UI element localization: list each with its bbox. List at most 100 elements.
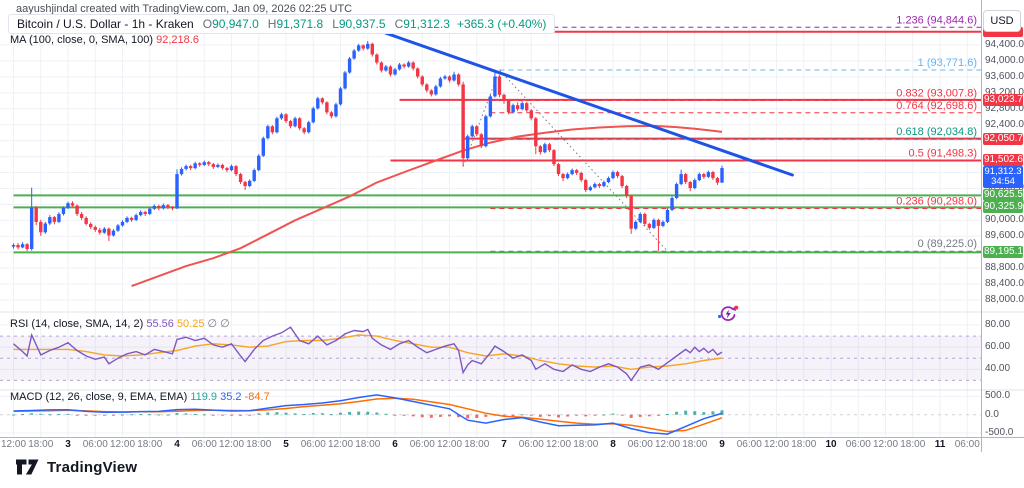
fib-level-label: 0.764 (92,698.6)	[896, 100, 977, 112]
macd-line[interactable]	[13, 394, 723, 435]
symbol-legend[interactable]: Bitcoin / U.S. Dollar - 1h - Kraken O90,…	[8, 14, 556, 34]
macd-histogram-bar	[166, 414, 170, 416]
rsi-line[interactable]	[13, 326, 723, 382]
macd-histogram-bar	[39, 413, 43, 415]
candle-body	[57, 213, 61, 222]
candle-body	[275, 118, 279, 133]
macd-histogram-bar	[375, 412, 379, 415]
price-tick: 94,400.0	[985, 39, 1024, 50]
candle-body	[661, 221, 665, 226]
price-tick: 92,800.0	[985, 102, 1024, 114]
candle-body	[470, 126, 474, 137]
candle-body	[143, 211, 147, 214]
candle-body	[252, 170, 256, 181]
candle-body	[615, 172, 620, 177]
time-tick-label: 18:00	[791, 439, 817, 450]
macd-histogram-bar	[448, 414, 452, 417]
bar-countdown: 34:54	[991, 176, 1015, 188]
candle-body	[284, 114, 288, 122]
macd-histogram-bar	[666, 413, 670, 415]
candle-body	[202, 162, 206, 165]
macd-histogram-bar	[638, 414, 642, 417]
candle-body	[506, 100, 511, 113]
macd-histogram-bar	[193, 413, 197, 415]
macd-histogram-bar	[420, 414, 424, 418]
candle-body	[574, 170, 579, 173]
candle-body	[152, 205, 156, 209]
macd-histogram-bar	[547, 414, 551, 417]
candle-body	[70, 203, 75, 206]
chart-canvas[interactable]: 1.236 (94,844.6) 1 (93,771.6) 0.832 (93,00…	[0, 0, 1024, 452]
candle-body	[388, 66, 393, 75]
candle-body	[257, 155, 261, 171]
candle-body	[393, 69, 397, 75]
time-tick-label: 18:00	[246, 439, 272, 450]
price-line-label[interactable]: 90,625.5	[983, 189, 1023, 202]
price-tick: 88,400.0	[985, 278, 1024, 290]
price-axis[interactable]: USD 94,400.0 94,000.0 93,600.0 93,200.0 92,8…	[982, 0, 1024, 452]
candle-body	[443, 76, 447, 79]
candle-body	[157, 205, 161, 209]
macd-histogram-bar	[284, 412, 288, 415]
replay-cycle-icon[interactable]	[716, 302, 740, 331]
time-tick-label: 06:00	[627, 439, 653, 450]
price-line-label[interactable]: 89,195.1	[983, 246, 1023, 259]
candle-body	[670, 198, 674, 210]
price-line-label[interactable]: 93,023.7	[983, 93, 1023, 106]
descending-trendline[interactable]	[375, 28, 794, 177]
candle-body	[39, 221, 43, 233]
candle-body	[493, 76, 497, 97]
currency-toggle-button[interactable]: USD	[983, 10, 1021, 32]
candle-body	[679, 174, 683, 185]
ma-indicator-legend[interactable]: MA (100, close, 0, SMA, 100) 92,218.6	[10, 34, 199, 46]
candle-body	[452, 74, 456, 81]
rsi-sma-value: 50.25	[176, 318, 205, 330]
macd-histogram-bar	[102, 414, 106, 416]
candle-body	[25, 244, 29, 249]
current-price-label[interactable]: 91,312.3 34:54	[983, 166, 1023, 189]
candle-body	[179, 168, 184, 175]
symbol-title[interactable]: Bitcoin / U.S. Dollar - 1h - Kraken	[17, 17, 194, 31]
candle-body	[647, 223, 652, 228]
candle-body	[198, 163, 202, 165]
macd-histogram-bar	[475, 414, 479, 418]
candle-body	[438, 78, 443, 87]
candle-body	[34, 207, 38, 222]
candle-body	[225, 168, 229, 171]
macd-histogram-bar	[529, 414, 533, 416]
candle-body	[302, 128, 306, 133]
candle-body	[320, 98, 325, 103]
candle-body	[61, 207, 66, 214]
candle-body	[161, 205, 166, 209]
time-tick-label: 18:00	[28, 439, 54, 450]
time-tick-label: 12:00	[0, 439, 27, 450]
candle-body	[484, 116, 488, 147]
time-axis[interactable]: 12:00 18:00 3 06:00 12:00 18:00 4 06:00 12:00 18:…	[0, 439, 1024, 452]
candle-body	[316, 98, 320, 109]
candle-body	[84, 217, 88, 224]
ma-100-line[interactable]	[131, 124, 723, 288]
macd-line-value: 35.2	[220, 391, 242, 403]
day-tick-label: 8	[610, 439, 616, 450]
tradingview-logo-mark	[16, 459, 39, 475]
low-label: L	[332, 17, 339, 31]
candle-body	[416, 68, 420, 77]
time-tick-label: 12:00	[545, 439, 572, 450]
rsi-sma-line[interactable]	[13, 334, 723, 371]
time-tick-label: 12:00	[763, 439, 790, 450]
rsi-indicator-legend[interactable]: RSI (14, close, SMA, 14, 2) 55.56 50.25 …	[10, 317, 230, 330]
candle-body	[475, 126, 479, 135]
tradingview-logo[interactable]: TradingView	[16, 458, 137, 476]
macd-histogram-bar	[257, 413, 261, 415]
time-tick-label: 12:00	[218, 439, 245, 450]
macd-histogram-bar	[239, 414, 243, 416]
price-line-label[interactable]: 92,050.7	[983, 132, 1023, 145]
candle-body	[384, 66, 388, 71]
candle-body	[102, 228, 107, 233]
candle-body	[279, 114, 284, 119]
price-line-label[interactable]: 91,502.6	[983, 154, 1023, 167]
candle-body	[293, 118, 297, 127]
macd-indicator-legend[interactable]: MACD (12, 26, close, 9, EMA, EMA) 119.9 …	[10, 391, 270, 403]
candle-body	[652, 219, 656, 228]
price-line-label[interactable]: 90,325.9	[983, 201, 1023, 214]
